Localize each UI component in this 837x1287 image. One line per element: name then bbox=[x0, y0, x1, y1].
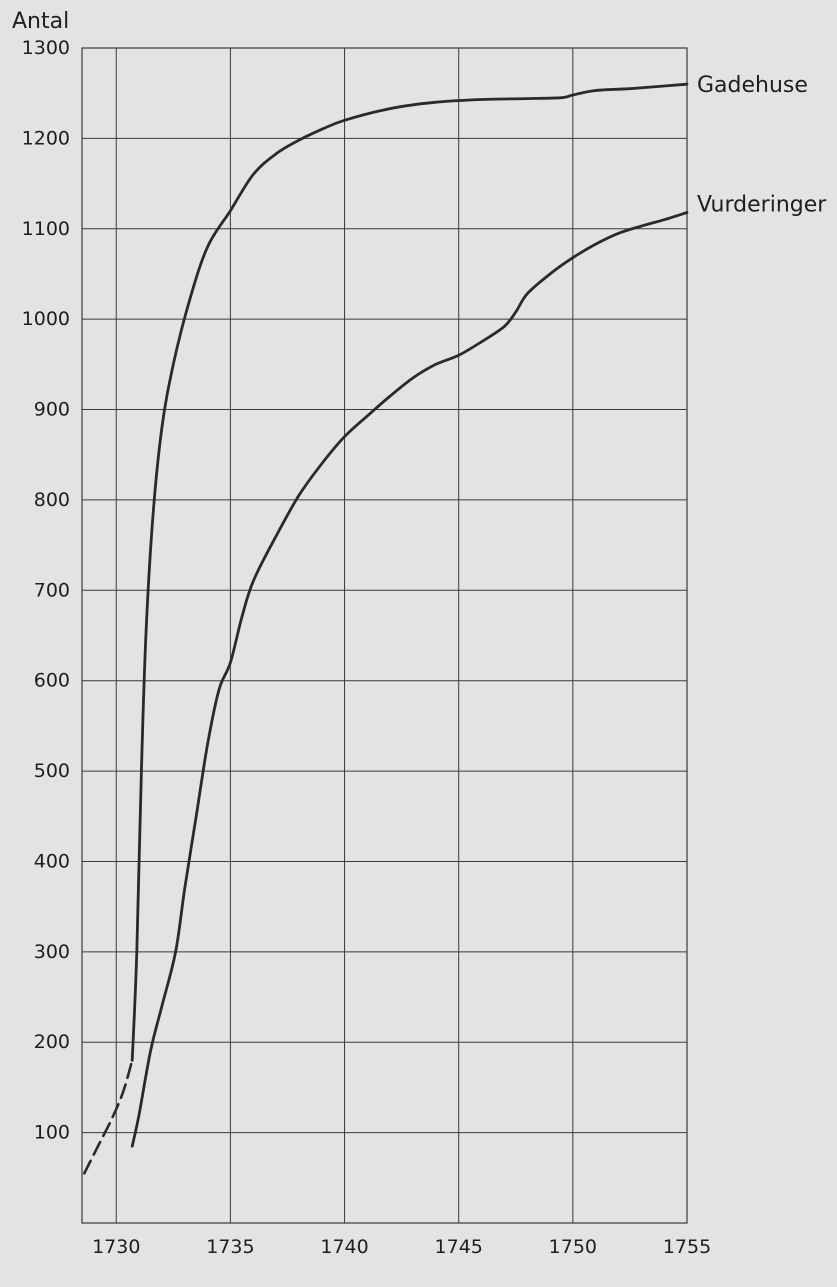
series-line-gadehuse bbox=[130, 82, 689, 1062]
series-label-vurderinger: Vurderinger bbox=[697, 193, 827, 218]
y-tick-label-800: 800 bbox=[34, 489, 70, 511]
y-tick-label-700: 700 bbox=[34, 579, 70, 601]
y-axis-tick-labels: 100 200 300 400 500 600 700 800 900 1000 1100 1200 1… bbox=[22, 37, 70, 1144]
y-tick-label-900: 900 bbox=[34, 399, 70, 421]
grid bbox=[81, 47, 688, 1224]
series-line-gadehuse-dashed bbox=[83, 1059, 134, 1175]
y-tick-label-400: 400 bbox=[34, 850, 70, 872]
y-tick-label-500: 500 bbox=[34, 760, 70, 782]
y-tick-label-1100: 1100 bbox=[22, 218, 70, 240]
x-tick-label-1755: 1755 bbox=[663, 1236, 711, 1258]
y-tick-label-1300: 1300 bbox=[22, 37, 70, 59]
x-tick-label-1745: 1745 bbox=[435, 1236, 483, 1258]
series-label-gadehuse: Gadehuse bbox=[697, 73, 808, 98]
plot-frame bbox=[81, 47, 688, 1224]
y-tick-label-1000: 1000 bbox=[22, 308, 70, 330]
x-axis-tick-labels: 1730 1735 1740 1745 1750 1755 bbox=[92, 1236, 711, 1258]
y-axis-title: Antal bbox=[12, 9, 69, 34]
x-tick-label-1735: 1735 bbox=[206, 1236, 254, 1258]
y-tick-label-200: 200 bbox=[34, 1031, 70, 1053]
x-tick-label-1750: 1750 bbox=[549, 1236, 597, 1258]
y-tick-label-300: 300 bbox=[34, 941, 70, 963]
x-tick-label-1740: 1740 bbox=[320, 1236, 368, 1258]
series-line-vurderinger bbox=[130, 211, 689, 1148]
y-tick-label-600: 600 bbox=[34, 670, 70, 692]
x-tick-label-1730: 1730 bbox=[92, 1236, 140, 1258]
series-lines bbox=[83, 82, 689, 1175]
series-labels: Gadehuse Vurderinger bbox=[697, 73, 827, 217]
y-tick-label-100: 100 bbox=[34, 1122, 70, 1144]
y-tick-label-1200: 1200 bbox=[22, 127, 70, 149]
